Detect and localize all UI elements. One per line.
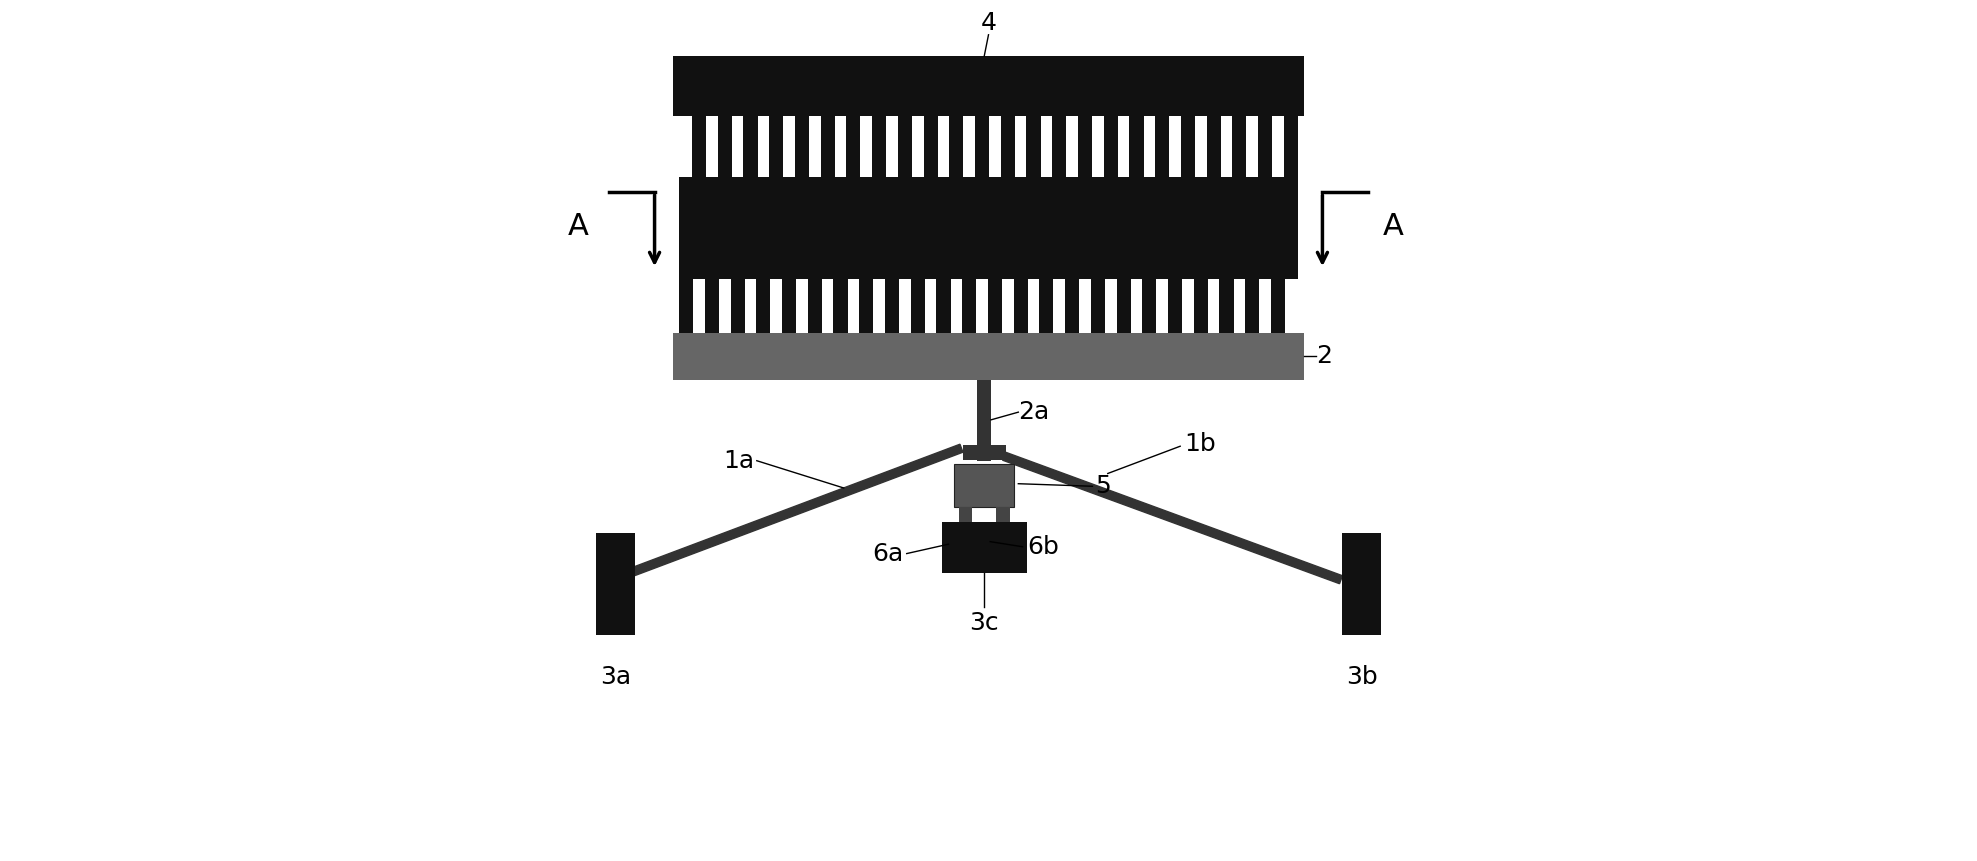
Bar bbox=[1168, 177, 1182, 333]
Bar bbox=[1271, 177, 1285, 333]
Bar bbox=[731, 177, 745, 333]
Bar bbox=[1077, 115, 1091, 279]
Bar bbox=[1091, 177, 1105, 333]
Text: 1b: 1b bbox=[1184, 431, 1216, 455]
Bar bbox=[963, 444, 1006, 460]
Bar bbox=[996, 507, 1010, 522]
Bar bbox=[1040, 177, 1054, 333]
Bar bbox=[872, 115, 886, 279]
Bar bbox=[820, 115, 834, 279]
Bar bbox=[1194, 177, 1208, 333]
Bar bbox=[846, 115, 860, 279]
Bar bbox=[1052, 115, 1066, 279]
Bar bbox=[783, 177, 797, 333]
Bar bbox=[1129, 115, 1143, 279]
Bar bbox=[674, 56, 1303, 380]
Bar bbox=[937, 177, 951, 333]
Text: 2a: 2a bbox=[1018, 400, 1050, 424]
Bar bbox=[674, 56, 1303, 115]
Bar bbox=[757, 177, 771, 333]
Bar bbox=[1246, 177, 1259, 333]
Bar bbox=[1014, 177, 1028, 333]
Bar bbox=[834, 177, 848, 333]
Bar bbox=[706, 177, 720, 333]
Bar bbox=[975, 115, 988, 279]
Bar bbox=[769, 115, 783, 279]
Bar bbox=[977, 380, 990, 461]
Text: A: A bbox=[1382, 212, 1404, 241]
Bar bbox=[949, 115, 963, 279]
Bar bbox=[692, 115, 706, 279]
Text: 3c: 3c bbox=[969, 611, 998, 635]
Bar bbox=[1283, 115, 1299, 279]
Bar bbox=[1220, 177, 1234, 333]
Bar bbox=[674, 333, 1303, 380]
Bar bbox=[1143, 177, 1157, 333]
Bar bbox=[923, 115, 937, 279]
Bar bbox=[898, 115, 911, 279]
Bar bbox=[809, 177, 822, 333]
Bar bbox=[959, 507, 973, 522]
Bar bbox=[1232, 115, 1246, 279]
Text: 3a: 3a bbox=[599, 666, 631, 689]
Bar bbox=[963, 177, 977, 333]
Bar bbox=[941, 522, 1026, 573]
Bar bbox=[860, 177, 874, 333]
Bar bbox=[1155, 115, 1168, 279]
Text: 5: 5 bbox=[1095, 474, 1111, 499]
Bar bbox=[597, 533, 635, 635]
Text: A: A bbox=[567, 212, 589, 241]
Bar bbox=[911, 177, 925, 333]
Bar bbox=[795, 115, 809, 279]
Polygon shape bbox=[631, 444, 963, 576]
Bar bbox=[1206, 115, 1220, 279]
Bar bbox=[1000, 115, 1014, 279]
Text: 4: 4 bbox=[981, 11, 996, 34]
Bar bbox=[988, 177, 1002, 333]
Bar bbox=[1103, 115, 1117, 279]
Bar bbox=[1117, 177, 1131, 333]
Text: 3b: 3b bbox=[1346, 666, 1378, 689]
Bar bbox=[1257, 115, 1271, 279]
Text: 6a: 6a bbox=[872, 542, 903, 566]
Bar bbox=[1066, 177, 1079, 333]
Bar bbox=[1180, 115, 1194, 279]
Bar bbox=[718, 115, 731, 279]
Bar bbox=[1342, 533, 1380, 635]
Text: 2: 2 bbox=[1317, 344, 1332, 369]
Bar bbox=[1026, 115, 1040, 279]
Text: 1a: 1a bbox=[724, 449, 755, 473]
Bar bbox=[678, 177, 694, 333]
Text: 6b: 6b bbox=[1026, 535, 1060, 559]
Bar bbox=[886, 177, 900, 333]
Bar bbox=[955, 464, 1014, 507]
Polygon shape bbox=[1002, 452, 1342, 584]
Bar bbox=[743, 115, 757, 279]
